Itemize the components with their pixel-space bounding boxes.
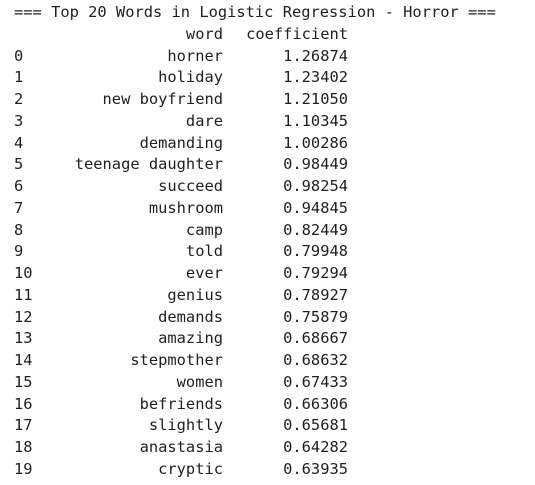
row-coefficient: 0.63935 [283,459,348,478]
row-coefficient: 0.94845 [283,198,348,217]
row-index: 16 [14,394,33,413]
row-index: 4 [14,133,24,152]
row-coefficient: 0.82449 [283,220,348,239]
table-row: 16 befriends 0.66306 [14,394,529,416]
table-row: 7 mushroom 0.94845 [14,198,529,220]
row-word: demanding [139,133,223,152]
row-coefficient: 1.21050 [283,90,348,108]
row-index: 7 [14,198,24,217]
table-row: 0 horner 1.26874 [14,46,529,68]
table-row: 5 teenage daughter 0.98449 [14,154,529,176]
row-coefficient: 1.23402 [283,68,348,87]
console-output: === Top 20 Words in Logistic Regression … [14,2,529,481]
row-index: 0 [14,46,24,65]
row-word: teenage daughter [74,155,223,174]
row-coefficient: 0.78927 [283,285,348,304]
column-header-word: word [185,24,223,43]
row-word: genius [167,285,223,304]
row-index: 5 [14,155,24,174]
row-index: 8 [14,220,24,239]
table-row: 6 succeed 0.98254 [14,176,529,198]
row-coefficient: 0.75879 [283,307,348,326]
table-body: 0 horner 1.26874 1 holiday 1.23402 2 new boyfri… [14,46,529,481]
row-index: 1 [14,68,24,87]
row-word: new boyfriend [102,90,223,108]
row-word: succeed [158,177,223,195]
table-row: 2 new boyfriend 1.21050 [14,89,529,111]
row-coefficient: 0.68667 [283,329,348,348]
row-index: 18 [14,438,33,456]
table-row: 17 slightly 0.65681 [14,415,529,437]
table-row: 10 ever 0.79294 [14,263,529,285]
row-word: stepmother [130,351,223,369]
row-word: holiday [158,68,223,87]
row-index: 2 [14,90,24,108]
row-word: ever [185,264,223,282]
row-coefficient: 0.79948 [283,242,348,261]
row-index: 12 [14,307,33,326]
table-row: 8 camp 0.82449 [14,220,529,242]
table-row: 1 holiday 1.23402 [14,67,529,89]
column-header-coefficient: coefficient [246,24,348,43]
table-row: 14 stepmother 0.68632 [14,350,529,372]
row-index: 15 [14,372,33,391]
row-index: 13 [14,329,33,348]
row-coefficient: 0.79294 [283,264,348,282]
row-coefficient: 1.00286 [283,133,348,152]
row-index: 11 [14,285,33,304]
row-coefficient: 1.10345 [283,111,348,130]
table-row: 12 demands 0.75879 [14,307,529,329]
row-coefficient: 0.98254 [283,177,348,195]
row-word: slightly [148,416,223,435]
row-word: amazing [158,329,223,348]
table-header-row: word coefficient [14,24,529,46]
row-coefficient: 0.66306 [283,394,348,413]
row-word: cryptic [158,459,223,478]
row-coefficient: 0.98449 [283,155,348,174]
row-word: told [185,242,223,261]
row-word: befriends [139,394,223,413]
row-index: 17 [14,416,33,435]
row-word: mushroom [148,198,223,217]
table-row: 19 cryptic 0.63935 [14,459,529,481]
row-word: camp [185,220,223,239]
row-coefficient: 0.67433 [283,372,348,391]
row-coefficient: 0.64282 [283,438,348,456]
table-row: 3 dare 1.10345 [14,111,529,133]
row-coefficient: 1.26874 [283,46,348,65]
output-heading: === Top 20 Words in Logistic Regression … [14,3,496,21]
row-index: 14 [14,351,33,369]
table-row: 13 amazing 0.68667 [14,328,529,350]
table-row: 11 genius 0.78927 [14,285,529,307]
row-coefficient: 0.68632 [283,351,348,369]
row-coefficient: 0.65681 [283,416,348,435]
row-index: 3 [14,111,24,130]
table-row: 9 told 0.79948 [14,241,529,263]
row-word: women [176,372,223,391]
row-word: horner [167,46,223,65]
row-index: 9 [14,242,24,261]
table-row: 4 demanding 1.00286 [14,133,529,155]
row-word: dare [185,111,223,130]
row-word: demands [158,307,223,326]
row-index: 10 [14,264,33,282]
table-row: 18 anastasia 0.64282 [14,437,529,459]
row-index: 6 [14,177,24,195]
row-index: 19 [14,459,33,478]
table-row: 15 women 0.67433 [14,372,529,394]
row-word: anastasia [139,438,223,456]
